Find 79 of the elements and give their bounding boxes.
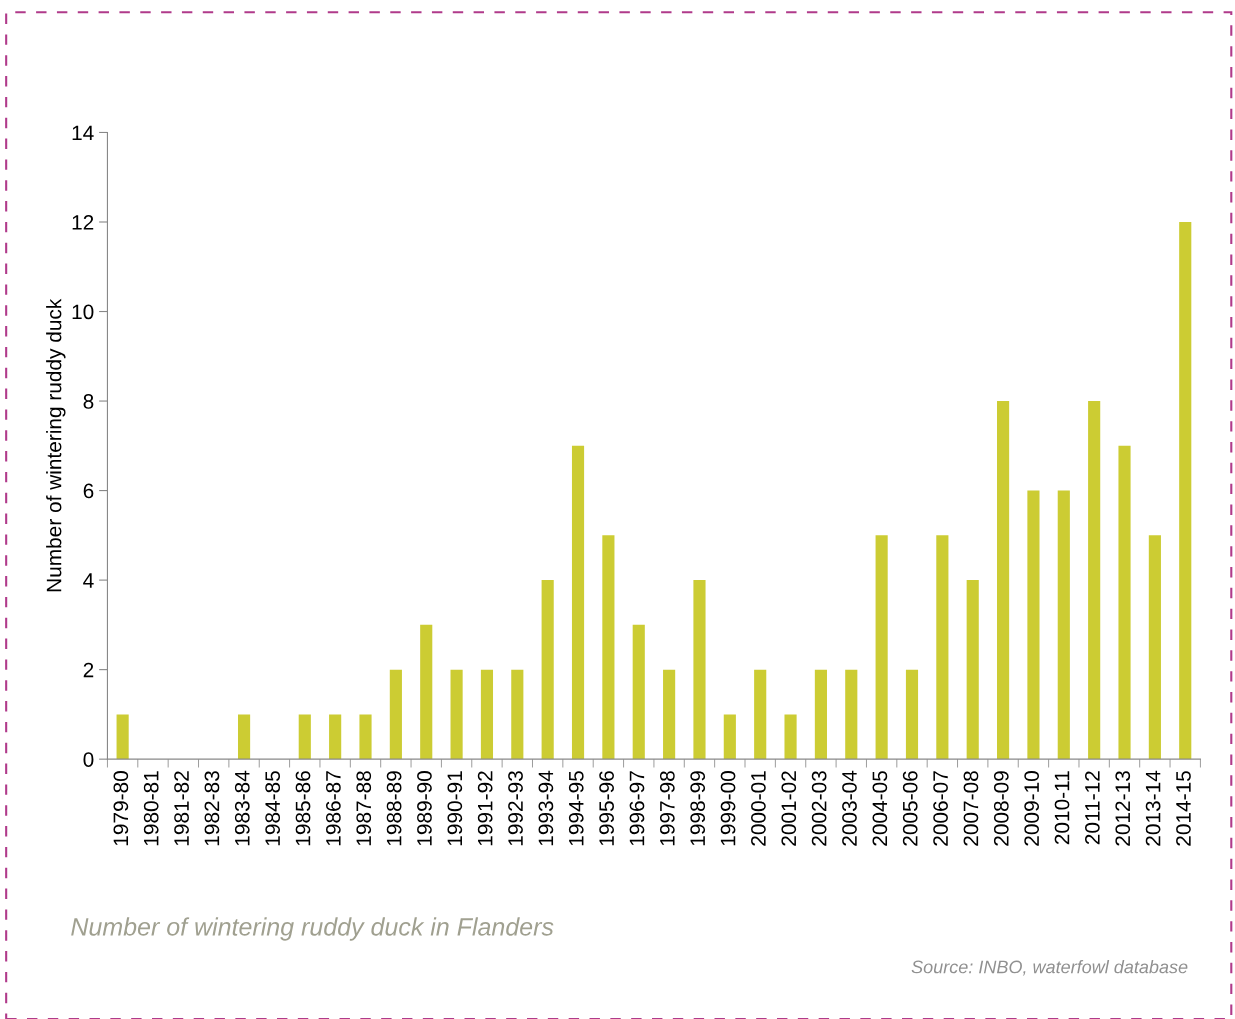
bar [663, 669, 676, 760]
x-tick-label: 2007-08 [963, 771, 979, 846]
y-tick-label: 4 [83, 573, 94, 588]
x-tick-label: 2003-04 [842, 770, 857, 846]
text: Number of wintering ruddy duck in Flanders [71, 917, 554, 941]
x-tick-label: 2013-14 [1145, 770, 1161, 846]
x-tick-label: 1998-99 [690, 771, 706, 846]
bar [936, 535, 949, 760]
bar [845, 669, 858, 760]
bar [420, 624, 433, 760]
x-tick-label: 1988-89 [386, 771, 402, 846]
bar [1148, 535, 1161, 760]
bar [632, 624, 645, 760]
bar [1088, 401, 1101, 760]
y-tick-label: 12 [72, 215, 94, 230]
x-tick-label: 1994-95 [568, 771, 584, 846]
bar [298, 714, 311, 760]
bar [814, 669, 827, 760]
bar [359, 714, 372, 760]
bar [480, 669, 494, 760]
bar [875, 535, 888, 760]
bar [541, 580, 554, 760]
bar [997, 401, 1010, 760]
x-tick-label: 1982-83 [204, 771, 220, 846]
x-tick-label: 1996-97 [629, 771, 645, 846]
x-tick-label: 1993-94 [538, 770, 554, 846]
x-tick-label: 1991-92 [477, 771, 493, 846]
y-tick-label: 2 [83, 662, 94, 678]
x-tick-label: 1997-98 [659, 771, 675, 846]
bar [329, 714, 342, 760]
y-tick-label: 10 [72, 304, 94, 320]
y-tick-label: 14 [72, 125, 94, 141]
x-tick-label: 2010-11 [1054, 771, 1070, 845]
x-tick-label: 2011-12 [1085, 771, 1100, 845]
x-tick-label: 2002-03 [811, 771, 827, 846]
x-tick-label: 2005-06 [902, 771, 918, 846]
x-tick-label: 1980-81 [143, 771, 159, 846]
x-tick-label: 2014-15 [1176, 771, 1191, 846]
x-tick-label: 1981-82 [174, 771, 189, 846]
x-tick-label: 1986-87 [325, 771, 341, 846]
y-tick-label: 0 [83, 752, 94, 767]
x-tick-label: 2001-02 [781, 771, 797, 846]
y-axis-title: Number of wintering ruddy duck [46, 298, 66, 592]
bar [784, 714, 797, 760]
x-tick-label: 2008-09 [993, 771, 1009, 846]
bar [389, 669, 402, 760]
bar [966, 580, 979, 760]
bar [754, 669, 767, 760]
bar [905, 669, 919, 760]
bar [450, 669, 463, 760]
bar [511, 669, 524, 760]
bar [1057, 490, 1070, 760]
x-tick-label: 1987-88 [356, 771, 372, 846]
bar [1027, 490, 1040, 760]
x-tick-label: 2004-05 [872, 771, 888, 846]
y-tick-label: 8 [83, 394, 94, 409]
x-tick-label: 1992-93 [508, 771, 523, 846]
x-tick-label: 1985-86 [295, 771, 311, 846]
bar [1179, 222, 1192, 760]
x-tick-label: 1995-96 [599, 771, 614, 846]
x-tick-label: 2000-01 [751, 771, 766, 846]
x-tick-label: 1990-91 [447, 771, 463, 846]
bar [116, 714, 129, 760]
source-note: Source: INBO, waterfowl database [911, 960, 1188, 976]
bar [723, 714, 736, 760]
x-tick-label: 2009-10 [1024, 771, 1040, 846]
bar [237, 714, 251, 760]
y-tick-label: 6 [83, 483, 94, 499]
x-tick-label: 1983-84 [234, 770, 250, 846]
bar [571, 445, 585, 760]
x-tick-label: 2012-13 [1115, 771, 1131, 846]
x-tick-label: 1989-90 [417, 771, 432, 846]
x-tick-label: 2006-07 [933, 771, 948, 846]
x-tick-label: 1979-80 [113, 771, 129, 846]
x-tick-label: 1984-85 [265, 771, 281, 846]
x-tick-label: 1999-00 [720, 771, 736, 846]
bar [1118, 445, 1131, 760]
bar [693, 580, 706, 760]
bar [602, 535, 615, 760]
